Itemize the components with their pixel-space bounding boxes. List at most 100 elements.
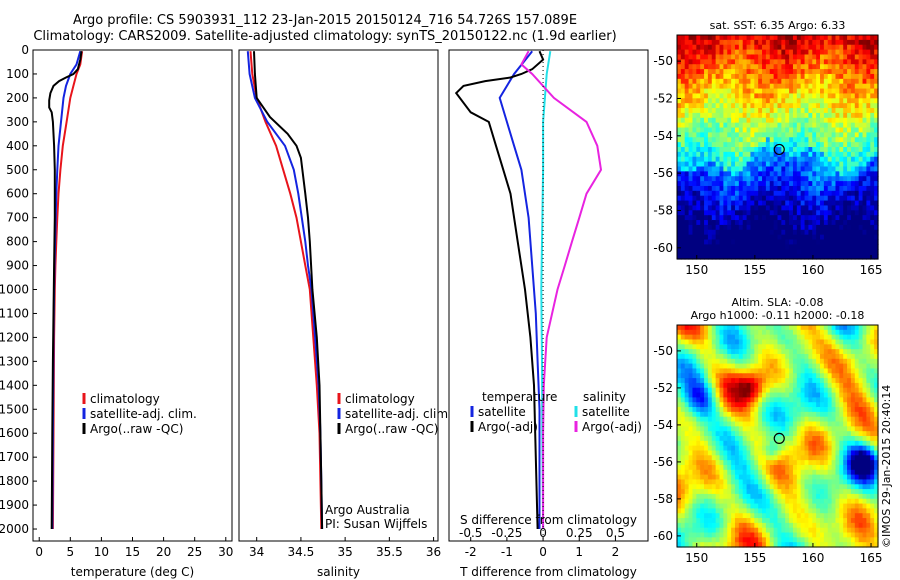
heatmap-cell <box>843 35 848 41</box>
heatmap-cell <box>862 378 868 384</box>
heatmap-cell <box>704 73 709 80</box>
heatmap-cell <box>742 474 748 481</box>
heatmap-cell <box>827 181 833 187</box>
heatmap-cell <box>785 181 790 187</box>
heatmap-cell <box>866 344 871 350</box>
heatmap-cell <box>792 513 798 519</box>
heatmap-cell <box>719 513 724 519</box>
heatmap-cell <box>723 205 728 211</box>
heatmap-cell <box>812 78 817 85</box>
heatmap-cell <box>704 464 709 471</box>
heatmap-cell <box>692 508 697 514</box>
heatmap-cell <box>707 112 713 119</box>
heatmap-cell <box>827 69 833 75</box>
heatmap-cell <box>727 44 732 51</box>
heatmap-cell <box>758 161 763 168</box>
heatmap-cell <box>719 249 724 255</box>
heatmap-cell <box>711 363 717 370</box>
heatmap-cell <box>696 59 701 65</box>
heatmap-cell <box>738 142 744 148</box>
heatmap-cell <box>696 190 701 197</box>
heatmap-cell <box>750 344 755 350</box>
heatmap-cell <box>812 132 817 138</box>
heatmap-cell <box>796 151 802 158</box>
heatmap-cell <box>769 249 775 255</box>
heatmap-cell <box>700 493 705 500</box>
heatmap-cell <box>692 229 697 236</box>
heatmap-cell <box>858 368 864 374</box>
heatmap-cell <box>692 450 697 456</box>
heatmap-cell <box>827 464 833 471</box>
x-tick-label: 34 <box>249 545 264 559</box>
heatmap-cell <box>754 93 759 99</box>
heatmap-cell <box>870 358 875 365</box>
heatmap-cell <box>738 436 744 442</box>
series-line-satellite <box>498 50 541 529</box>
heatmap-cell <box>854 527 860 534</box>
heatmap-cell <box>758 527 763 534</box>
heatmap-cell <box>831 181 837 187</box>
heatmap-cell <box>785 93 790 99</box>
heatmap-cell <box>762 489 767 495</box>
heatmap-cell <box>800 137 806 143</box>
heatmap-cell <box>854 249 860 255</box>
heatmap-cell <box>866 112 871 119</box>
heatmap-cell <box>854 59 860 65</box>
heatmap-cell <box>727 358 732 365</box>
heatmap-cell <box>692 397 697 403</box>
heatmap-cell <box>835 464 840 471</box>
heatmap-cell <box>769 39 775 46</box>
heatmap-cell <box>820 249 825 255</box>
heatmap-cell <box>816 407 821 413</box>
heatmap-cell <box>823 117 829 124</box>
heatmap-cell <box>773 151 779 158</box>
heatmap-cell <box>738 518 744 524</box>
heatmap-cell <box>684 39 690 46</box>
heatmap-cell <box>854 378 860 384</box>
heatmap-cell <box>684 59 690 65</box>
heatmap-cell <box>858 440 864 447</box>
heatmap-cell <box>874 103 879 109</box>
heatmap-cell <box>700 344 705 350</box>
heatmap-cell <box>862 469 868 476</box>
heatmap-cell <box>792 151 798 158</box>
heatmap-cell <box>742 117 748 124</box>
heatmap-cell <box>854 382 860 389</box>
heatmap-cell <box>758 195 763 202</box>
heatmap-cell <box>762 397 767 403</box>
heatmap-cell <box>839 382 844 389</box>
heatmap-cell <box>762 195 767 202</box>
heatmap-cell <box>715 382 721 389</box>
heatmap-cell <box>854 98 860 104</box>
heatmap-cell <box>765 64 771 70</box>
heatmap-cell <box>734 440 740 447</box>
heatmap-cell <box>734 234 740 241</box>
heatmap-cell <box>715 493 721 500</box>
heatmap-cell <box>804 411 810 418</box>
heatmap-cell <box>711 542 717 548</box>
heatmap-cell <box>789 334 794 341</box>
heatmap-cell <box>707 484 713 490</box>
heatmap-cell <box>723 142 728 148</box>
heatmap-cell <box>700 469 705 476</box>
heatmap-cell <box>696 112 701 119</box>
heatmap-cell <box>711 532 717 538</box>
heatmap-cell <box>874 205 879 211</box>
heatmap-cell <box>707 489 713 495</box>
heatmap-cell <box>731 464 736 471</box>
heatmap-cell <box>731 537 736 543</box>
heatmap-cell <box>769 450 775 456</box>
heatmap-cell <box>777 325 782 331</box>
heatmap-cell <box>816 151 821 158</box>
heatmap-cell <box>719 349 724 355</box>
heatmap-cell <box>715 44 721 51</box>
heatmap-cell <box>808 171 813 177</box>
heatmap-cell <box>769 205 775 211</box>
heatmap-cell <box>792 460 798 466</box>
heatmap-cell <box>874 49 879 56</box>
heatmap-cell <box>719 445 724 452</box>
heatmap-cell <box>816 244 821 250</box>
heatmap-cell <box>796 522 802 529</box>
heatmap-cell <box>866 392 871 398</box>
heatmap-cell <box>758 522 763 529</box>
